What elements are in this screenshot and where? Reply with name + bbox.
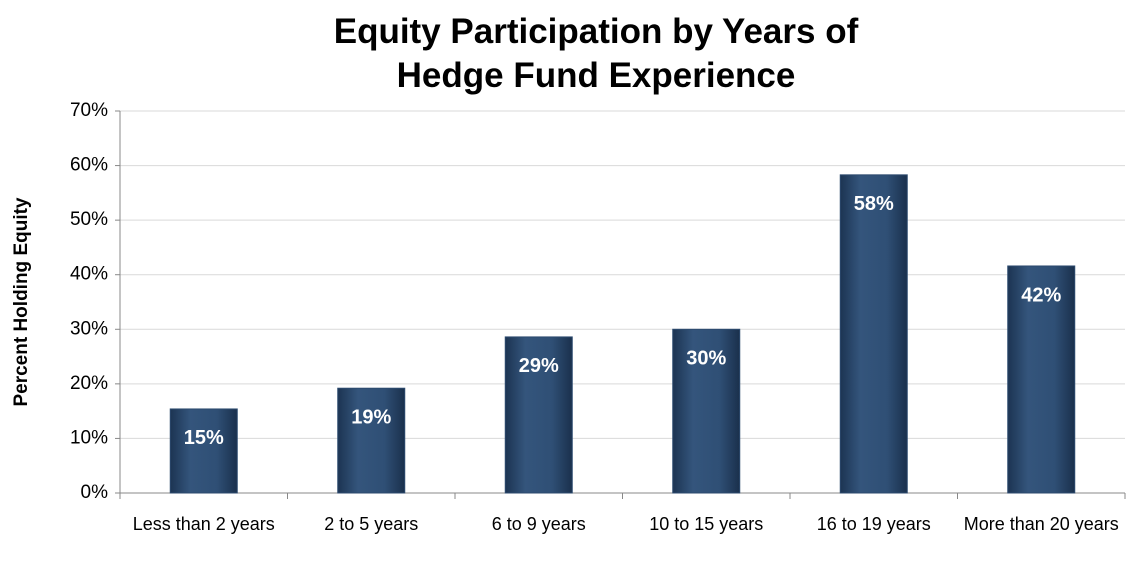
bar xyxy=(839,174,908,494)
bar xyxy=(337,387,406,494)
bar xyxy=(169,408,238,494)
x-tick-label: More than 20 years xyxy=(963,514,1119,534)
y-tick-label: 30% xyxy=(70,318,108,339)
value-label: 42% xyxy=(1021,284,1061,306)
x-tick-label: 16 to 19 years xyxy=(816,514,931,534)
y-tick-label: 40% xyxy=(70,264,108,285)
y-tick-label: 20% xyxy=(70,373,108,394)
y-axis-label: Percent Holding Equity xyxy=(11,197,32,406)
y-tick-label: 50% xyxy=(70,209,108,230)
x-tick-label: 10 to 15 years xyxy=(649,514,764,534)
x-tick-label: 2 to 5 years xyxy=(324,514,419,534)
value-label: 19% xyxy=(351,407,391,429)
value-label: 58% xyxy=(854,193,894,215)
y-tick-label: 0% xyxy=(81,482,109,503)
y-tick-label: 10% xyxy=(70,427,108,448)
x-tick-label: Less than 2 years xyxy=(132,514,275,534)
value-label: 15% xyxy=(184,427,224,449)
bar xyxy=(504,336,573,494)
value-label: 29% xyxy=(519,355,559,377)
x-tick-label: 6 to 9 years xyxy=(491,514,586,534)
y-tick-label: 60% xyxy=(70,155,108,176)
value-label: 30% xyxy=(686,348,726,370)
y-tick-label: 70% xyxy=(70,100,108,121)
bar xyxy=(672,328,741,494)
bar xyxy=(1007,265,1076,494)
chart-title: Equity Participation by Years of Hedge F… xyxy=(333,12,859,95)
